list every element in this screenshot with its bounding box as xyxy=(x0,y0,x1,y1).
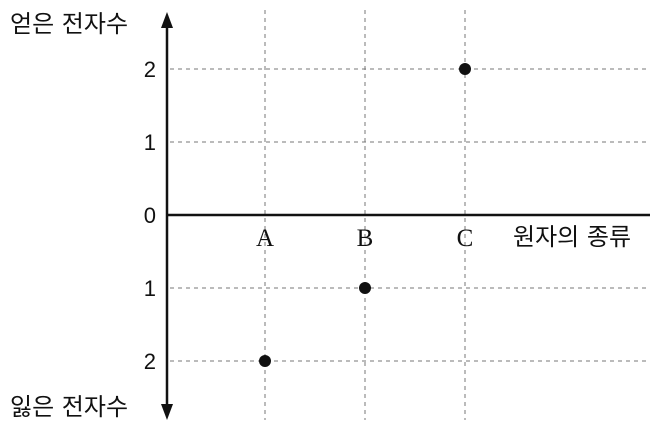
y-tick-label: 0 xyxy=(144,203,156,228)
x-category-label: A xyxy=(256,225,274,252)
axes xyxy=(161,12,650,420)
y-tick-label: 1 xyxy=(144,130,156,155)
y-axis-arrow-down xyxy=(161,404,173,420)
y-tick-label: 2 xyxy=(144,57,156,82)
y-axis-bottom-label: 잃은 전자수 xyxy=(10,393,128,421)
y-tick-labels: 2 1 0 1 2 xyxy=(144,57,156,374)
grid-lines xyxy=(170,10,650,420)
x-category-label: B xyxy=(357,225,374,252)
data-points xyxy=(259,63,471,367)
data-point-C xyxy=(459,63,471,75)
data-point-A xyxy=(259,355,271,367)
x-axis-label: 원자의 종류 xyxy=(513,223,631,251)
y-tick-label: 1 xyxy=(144,276,156,301)
y-tick-label: 2 xyxy=(144,349,156,374)
x-category-label: C xyxy=(457,225,474,252)
x-category-labels: A B C xyxy=(256,225,473,252)
y-axis-arrow-up xyxy=(161,12,173,28)
y-axis-top-label: 얻은 전자수 xyxy=(10,10,128,38)
data-point-B xyxy=(359,282,371,294)
